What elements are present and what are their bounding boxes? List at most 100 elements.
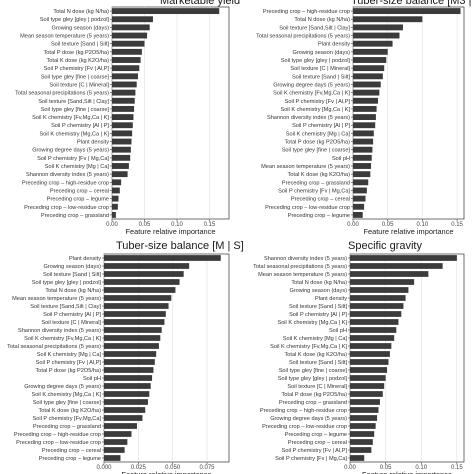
- bar: [104, 271, 184, 277]
- panel-tuber-size-m3-l: Tuber-size balance [M3 | L] 0.00 0.05 0.10 0…: [256, 0, 474, 236]
- bar: [350, 319, 399, 325]
- plot-area: [111, 6, 230, 220]
- x-tick-label: 0.00: [347, 222, 359, 228]
- category-label: Soil pH: [329, 328, 347, 334]
- bar: [350, 279, 415, 285]
- category-label: Preceding crop – cereal: [291, 197, 350, 203]
- panel-marketable-yield: Marketable yield 0.00 0.05 0.10 0.15 Total N …: [15, 0, 240, 236]
- category-label: Preceding crop – cereal: [50, 188, 109, 194]
- bar: [112, 65, 140, 72]
- category-label: Soil P chemistry [Al | P]: [289, 312, 347, 318]
- bar: [104, 391, 150, 397]
- category-label: Total N dose (kg N/ha): [53, 9, 109, 15]
- bar: [104, 327, 162, 333]
- bar: [350, 431, 375, 437]
- bar: [112, 122, 133, 129]
- category-label: Soil K chemistry [Mg,Ca | K]: [31, 392, 101, 398]
- bar: [353, 195, 366, 202]
- category-label: Preceding crop – grassland: [41, 213, 109, 219]
- bar: [104, 439, 128, 445]
- bar: [112, 114, 134, 121]
- x-tick-label: 0.00: [344, 465, 356, 471]
- bar: [104, 375, 153, 381]
- x-tick-label: 0.05: [139, 222, 151, 228]
- panel-title: Specific gravity: [348, 240, 422, 252]
- category-label: Soil texture [Sand,Silt | Clay]: [279, 25, 350, 31]
- category-label: Preceding crop – low-residue crop: [265, 205, 350, 211]
- bar: [104, 351, 157, 357]
- bar: [350, 343, 392, 349]
- bar: [350, 439, 373, 445]
- category-label: Soil texture [Sand,Silt | Clay]: [30, 304, 101, 310]
- bar: [353, 179, 369, 186]
- bar: [104, 303, 169, 309]
- bar: [112, 171, 128, 178]
- bar: [353, 130, 374, 137]
- plot-area: [352, 6, 465, 220]
- bar: [112, 97, 135, 104]
- category-label: Soil K chemistry [Mg,Ca | K]: [39, 131, 109, 137]
- bar: [104, 263, 190, 269]
- bar: [350, 327, 397, 333]
- category-label: Soil type gley [fine | coarse]: [279, 368, 348, 374]
- category-label: Total N dose (kg N/ha): [45, 288, 101, 294]
- category-label: Soil K chemistry [Fv,Mg,Ca | K]: [270, 344, 347, 350]
- category-label: Total seasonal precipitations (5 years): [7, 344, 101, 350]
- bar: [104, 415, 143, 421]
- bar: [112, 105, 135, 112]
- bar: [104, 287, 176, 293]
- x-axis-label: Feature relative importance: [122, 470, 212, 474]
- category-label: Soil K chemistry [Fv,Mg,Ca | K]: [273, 91, 350, 97]
- category-label: Growing season (days): [43, 264, 101, 270]
- category-label: Plant density: [315, 296, 347, 302]
- bar: [350, 255, 457, 261]
- bar: [350, 447, 372, 453]
- category-label: Total seasonal precipitations (5 years): [253, 264, 347, 270]
- category-label: Soil P chemistry [Fv,Mg,Ca]: [33, 416, 102, 422]
- category-label: Soil K chemistry [Mg | Ca]: [37, 352, 102, 358]
- category-label: Shannon diversity index (5 years): [264, 256, 347, 262]
- category-label: Mean season temperature (5 years): [12, 296, 101, 302]
- bar: [112, 73, 138, 80]
- x-tick-label: 0.10: [415, 465, 427, 471]
- bar: [350, 415, 378, 421]
- category-label: Soil type gley [gley | podzol]: [40, 17, 110, 23]
- category-label: Soil P chemistry [Al | P]: [292, 123, 350, 129]
- category-label: Soil P chemistry [Fv | Al,P]: [44, 66, 110, 72]
- bar: [112, 48, 142, 55]
- bar: [112, 57, 141, 63]
- bar: [112, 40, 145, 47]
- category-label: Growing season (days): [289, 288, 347, 294]
- category-label: Total K dose (kg K2O/ha): [285, 352, 348, 358]
- category-label: Growing season (days): [51, 25, 109, 31]
- category-label: Soil texture [C | Mineral]: [287, 384, 347, 390]
- bar: [104, 407, 146, 413]
- bar: [112, 154, 131, 161]
- category-label: Preceding crop – low-residue crop: [262, 424, 347, 430]
- category-label: Soil texture [C | Mineral]: [290, 66, 350, 72]
- bar: [353, 114, 376, 121]
- category-label: Preceding crop – grassland: [279, 400, 347, 406]
- category-label: Soil K chemistry [Mg | Ca]: [283, 336, 348, 342]
- bar: [112, 89, 136, 96]
- category-label: Soil texture [Sand | Silt]: [289, 304, 347, 310]
- plot-area: [349, 253, 465, 463]
- bar: [350, 455, 365, 461]
- category-label: Total P dose (kg P2O5/ha): [35, 368, 101, 374]
- category-label: Soil texture [Sand | Silt]: [289, 360, 347, 366]
- x-tick-label: 0.00: [106, 222, 118, 228]
- category-label: Soil pH: [332, 156, 350, 162]
- category-label: Soil K chemistry [Mg | Ca]: [45, 164, 110, 170]
- category-label: Soil P chemistry [Al | P]: [51, 123, 109, 129]
- bar: [112, 138, 132, 145]
- category-label: Preceding crop – legume: [47, 197, 109, 203]
- x-tick-label: 0.000: [96, 465, 112, 471]
- bar: [353, 211, 363, 218]
- category-label: Mean season temperature (5 years): [20, 34, 109, 40]
- bar: [112, 32, 148, 39]
- x-tick-label: 0.05: [382, 222, 394, 228]
- bar: [104, 279, 180, 285]
- bar: [350, 351, 390, 357]
- bar: [104, 311, 166, 317]
- category-label: Total seasonal precipitations (5 years): [256, 34, 350, 40]
